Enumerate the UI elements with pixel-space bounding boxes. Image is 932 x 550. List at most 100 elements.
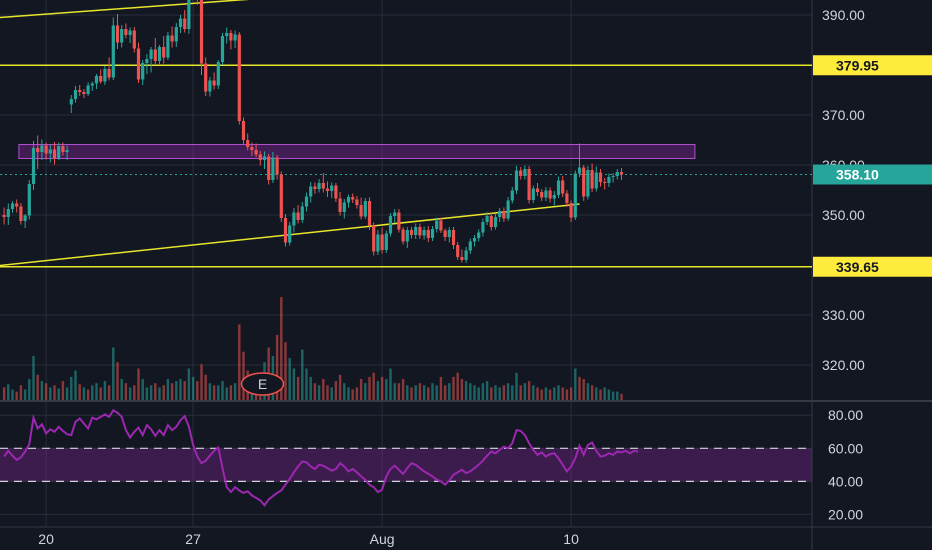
candle-body	[275, 157, 279, 175]
volume-bar	[82, 387, 86, 400]
resistance-zone	[18, 144, 696, 159]
volume-bar	[296, 376, 300, 400]
volume-bar	[128, 387, 132, 400]
candle-body	[603, 182, 607, 183]
candle-body	[48, 149, 52, 154]
candle-body	[506, 200, 510, 219]
volume-bar	[355, 387, 359, 400]
volume-bar	[95, 383, 98, 400]
volume-bar	[2, 387, 6, 400]
rsi-pane	[0, 408, 812, 507]
candle-body	[57, 146, 61, 158]
volume-bar	[477, 387, 480, 400]
volume-bar	[11, 389, 14, 400]
volume-bar	[343, 383, 346, 400]
price-tick-label: 330.00	[822, 307, 865, 323]
candle-body	[258, 154, 262, 160]
candle-body	[435, 220, 439, 229]
candle-body	[384, 233, 388, 250]
candle-body	[199, 0, 204, 64]
volume-bar	[7, 384, 10, 400]
volume-bar	[158, 387, 161, 400]
volume-bar	[53, 385, 56, 400]
price-tick-label: 320.00	[822, 357, 865, 373]
candle-body	[78, 90, 82, 92]
volume-bar	[590, 385, 594, 400]
volume-bar	[187, 368, 191, 400]
candle-body	[548, 190, 552, 199]
candle-body	[355, 199, 359, 205]
candle-body	[27, 184, 31, 216]
volume-bar	[565, 389, 569, 400]
candle-body	[166, 35, 170, 58]
candle-body	[598, 172, 603, 182]
candle-body	[174, 27, 178, 42]
volume-bar	[494, 385, 497, 400]
candle-body	[586, 170, 590, 197]
volume-bar	[481, 383, 485, 400]
volume-bar	[334, 381, 338, 400]
volume-bar	[532, 385, 535, 400]
volume-bar	[221, 381, 224, 400]
level-price-tag-text: 379.95	[836, 57, 879, 73]
candle-body	[376, 234, 380, 252]
earnings-marker[interactable]: E	[240, 372, 285, 396]
horizontal-levels	[0, 64, 812, 268]
volume-bar	[305, 368, 308, 400]
candle-body	[607, 177, 611, 183]
candle-body	[430, 229, 435, 238]
volume-bar	[422, 385, 426, 400]
volume-bar	[103, 381, 107, 400]
price-tick-label: 350.00	[822, 207, 865, 223]
candle-body	[94, 76, 99, 84]
candle-body	[220, 36, 225, 62]
volume-bar	[506, 383, 510, 400]
volume-bar	[607, 389, 611, 400]
candle-body	[2, 215, 6, 217]
candle-body	[409, 230, 414, 235]
candle-body	[577, 167, 582, 174]
candle-body	[162, 47, 166, 58]
last-price-tag	[813, 164, 932, 185]
candle-body	[40, 145, 44, 152]
candle-body	[401, 229, 405, 242]
volume-bar	[70, 376, 73, 400]
candle-body	[359, 205, 363, 217]
volume-bar	[548, 389, 552, 400]
candle-body	[233, 34, 237, 41]
volume-bar	[149, 385, 153, 400]
volume-bar	[233, 383, 237, 400]
candle-body	[183, 18, 187, 29]
candle-body	[279, 174, 283, 218]
volume-bar	[544, 387, 548, 400]
candle-body	[330, 185, 334, 191]
volume-bar	[498, 387, 501, 400]
candle-body	[23, 215, 27, 221]
level-price-tag-text: 339.65	[836, 259, 879, 275]
volume-bar	[301, 349, 304, 400]
candle-body	[527, 169, 531, 200]
rsi-band	[0, 448, 812, 482]
candle-body	[296, 212, 300, 220]
volume-bar	[439, 376, 443, 400]
time-axis[interactable]: 20 27 Aug 10	[38, 531, 579, 547]
volume-bar	[112, 347, 115, 400]
resistance-zone-rect	[18, 144, 696, 159]
volume-bar	[611, 391, 615, 400]
candle-body	[292, 212, 296, 226]
candle-body	[514, 170, 519, 191]
candle-body	[477, 232, 481, 238]
candle-body	[229, 33, 233, 41]
volume-bar	[133, 385, 136, 400]
volume-bar	[464, 381, 468, 400]
candle-body	[317, 183, 321, 189]
price-axis[interactable]: 390.00370.00360.00350.00330.00320.00379.…	[813, 7, 932, 522]
volume-bar	[280, 297, 283, 400]
volume-bar	[418, 383, 422, 400]
time-tick-label: 27	[185, 531, 201, 547]
candle-body	[103, 69, 107, 82]
candle-body	[485, 216, 489, 222]
candle-body	[254, 150, 258, 155]
volume-bar	[322, 379, 325, 400]
volume-bar	[561, 387, 564, 400]
